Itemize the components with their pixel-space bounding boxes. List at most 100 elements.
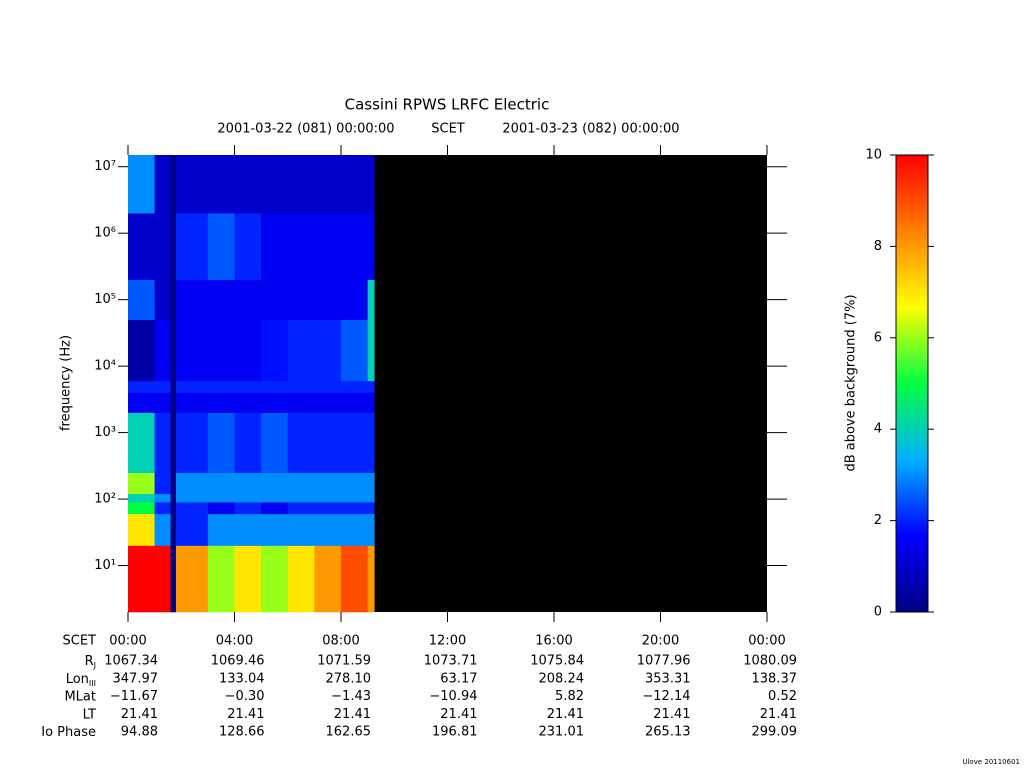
spectrogram-cell xyxy=(128,392,155,413)
ephemeris-value: 128.66 xyxy=(219,725,265,740)
ephemeris-value: 1069.46 xyxy=(211,654,265,669)
spectrogram-cell xyxy=(170,380,177,393)
spectrogram-cell xyxy=(287,493,315,503)
spectrogram-cell xyxy=(154,392,171,413)
spectrogram-cell xyxy=(367,493,375,503)
spectrogram-cell xyxy=(287,319,315,382)
ephemeris-value: 133.04 xyxy=(219,671,265,686)
ephemeris-value: 1067.34 xyxy=(104,654,158,669)
ephemeris-value: 196.81 xyxy=(432,725,478,740)
ephemeris-value: 21.41 xyxy=(121,707,158,722)
spectrogram-cell xyxy=(234,513,262,546)
spectrogram-cell xyxy=(341,319,368,382)
y-tick-label: 10⁷ xyxy=(94,159,116,174)
spectrogram-cell xyxy=(207,279,235,320)
spectrogram-cell xyxy=(367,213,375,280)
spectrogram-cell xyxy=(207,502,235,515)
y-tick-label: 10¹ xyxy=(94,558,116,573)
spectrogram-cell xyxy=(287,545,315,613)
spectrogram-cell xyxy=(154,493,171,503)
x-tick-label: 20:00 xyxy=(642,634,679,649)
ephemeris-value: 299.09 xyxy=(752,725,798,740)
spectrogram-cell xyxy=(207,155,235,214)
y-tick-label: 10² xyxy=(94,492,116,507)
ephemeris-label: MLat xyxy=(64,689,96,704)
x-tick-label: 08:00 xyxy=(322,634,359,649)
spectrogram-cell xyxy=(234,380,262,393)
ephemeris-value: 21.41 xyxy=(334,707,371,722)
spectrogram-cell xyxy=(341,380,368,393)
spectrogram-cell xyxy=(207,380,235,393)
spectrogram-cell xyxy=(287,513,315,546)
spectrogram-cell xyxy=(261,472,289,495)
spectrogram-cell xyxy=(154,545,171,613)
spectrogram-cell xyxy=(367,472,375,495)
ephemeris-value: 0.52 xyxy=(768,689,797,704)
spectrogram-cell xyxy=(367,412,375,473)
chart-title: Cassini RPWS LRFC Electric xyxy=(345,96,550,114)
ephemeris-value: 21.41 xyxy=(227,707,264,722)
spectrogram-cell xyxy=(234,279,262,320)
spectrogram-cell xyxy=(261,392,289,413)
y-tick-label: 10⁴ xyxy=(94,359,116,374)
ephemeris-value: 347.97 xyxy=(113,671,159,686)
spectrogram-cell xyxy=(175,213,209,280)
spectrogram-cell xyxy=(128,545,155,613)
spectrogram-cell xyxy=(367,513,375,546)
spectrogram-cell xyxy=(314,279,342,320)
ephemeris-value: −1.43 xyxy=(331,689,371,704)
spectrogram-cell xyxy=(234,502,262,515)
ephemeris-value: 1075.84 xyxy=(530,654,584,669)
spectrogram-cell xyxy=(207,392,235,413)
spectrogram-cell xyxy=(154,380,171,393)
ephemeris-value: 21.41 xyxy=(653,707,690,722)
spectrogram-cell xyxy=(128,155,155,214)
spectrogram-cell xyxy=(154,155,171,214)
x-tick-label: 00:00 xyxy=(748,634,785,649)
spectrogram-cell xyxy=(128,279,155,320)
spectrogram-cell xyxy=(175,545,209,613)
spectrogram-cell xyxy=(175,279,209,320)
ephemeris-label-sub: III xyxy=(89,678,96,687)
ephemeris-value: 265.13 xyxy=(645,725,691,740)
ephemeris-value: 1071.59 xyxy=(317,654,371,669)
ephemeris-value: 21.41 xyxy=(547,707,584,722)
ephemeris-label-main: R xyxy=(85,654,94,669)
spectrogram-cell xyxy=(287,155,315,214)
spectrogram-cell xyxy=(261,513,289,546)
ephemeris-value: 162.65 xyxy=(326,725,372,740)
spectrogram-cell xyxy=(314,545,342,613)
spectrogram-cell xyxy=(234,213,262,280)
spectrogram-cell xyxy=(175,319,209,382)
spectrogram-cell xyxy=(287,502,315,515)
spectrogram-cell xyxy=(207,213,235,280)
spectrogram-cell xyxy=(154,319,171,382)
spectrogram-cell xyxy=(367,545,375,613)
colorbar-tick-label: 8 xyxy=(874,239,882,254)
x-tick-label: 04:00 xyxy=(216,634,253,649)
spectrogram-cell xyxy=(170,502,177,515)
ephemeris-value: 5.82 xyxy=(555,689,584,704)
spectrogram-cell xyxy=(341,513,368,546)
ephemeris-value: 21.41 xyxy=(760,707,797,722)
spectrogram-cell xyxy=(234,392,262,413)
subtitle-scet: SCET xyxy=(431,122,465,137)
ephemeris-value: 138.37 xyxy=(752,671,798,686)
ephemeris-label: Io Phase xyxy=(41,725,96,740)
ephemeris-value: 1073.71 xyxy=(424,654,478,669)
spectrogram-cell xyxy=(261,493,289,503)
ephemeris-value: −10.94 xyxy=(429,689,477,704)
subtitle-end: 2001-03-23 (082) 00:00:00 xyxy=(502,122,679,137)
ephemeris-label: SCET xyxy=(63,634,97,649)
spectrogram-cell xyxy=(314,213,342,280)
spectrogram-cell xyxy=(128,412,155,473)
ephemeris-value: 21.41 xyxy=(440,707,477,722)
spectrogram-cell xyxy=(341,213,368,280)
spectrogram-cell xyxy=(154,472,171,495)
spectrogram-cell xyxy=(341,502,368,515)
x-tick-label: 12:00 xyxy=(429,634,466,649)
spectrogram-cell xyxy=(207,545,235,613)
spectrogram-cell xyxy=(234,545,262,613)
spectrogram-cell xyxy=(175,380,209,393)
